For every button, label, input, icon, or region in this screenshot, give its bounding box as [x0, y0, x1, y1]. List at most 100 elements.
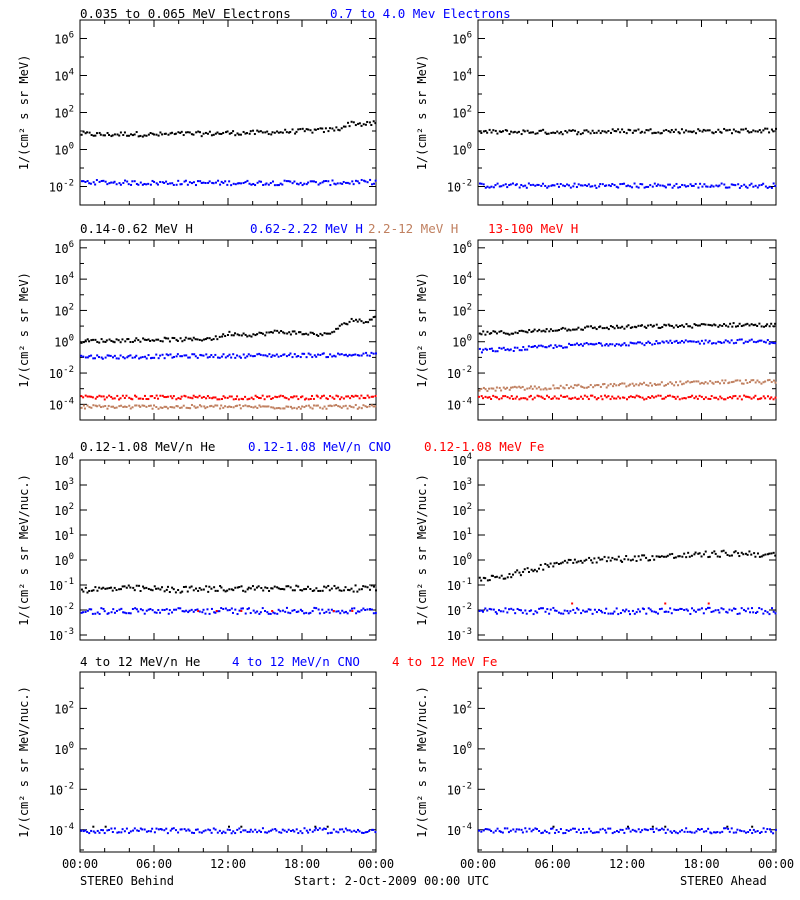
data-point: [230, 588, 233, 591]
data-point: [693, 553, 696, 556]
data-point: [277, 184, 280, 187]
data-point: [280, 354, 283, 357]
data-point: [270, 397, 273, 400]
data-point: [128, 404, 131, 407]
data-point: [516, 131, 519, 134]
data-point: [515, 386, 518, 389]
data-point: [653, 131, 656, 134]
data-point: [494, 184, 497, 187]
data-point: [598, 326, 601, 329]
data-point: [537, 395, 540, 398]
data-point: [364, 831, 367, 834]
data-point: [188, 181, 191, 184]
data-point: [270, 331, 273, 334]
data-point: [538, 386, 541, 389]
data-point: [242, 829, 245, 832]
data-point: [629, 559, 632, 562]
data-point: [323, 585, 326, 588]
data-point: [206, 406, 209, 409]
data-point: [533, 396, 536, 399]
data-point: [180, 183, 183, 186]
data-point: [552, 565, 555, 568]
data-point: [577, 183, 580, 186]
data-point: [551, 827, 554, 830]
data-point: [84, 586, 87, 589]
data-point: [131, 356, 134, 359]
data-point: [221, 335, 224, 338]
data-point: [366, 354, 369, 357]
data-point: [325, 356, 328, 359]
data-point: [550, 397, 553, 400]
data-point: [319, 182, 322, 185]
data-point: [671, 395, 674, 398]
data-point: [358, 830, 361, 833]
series-black: [552, 825, 754, 828]
data-point: [370, 395, 373, 398]
data-point: [748, 550, 751, 553]
data-point: [603, 327, 606, 330]
data-point: [232, 334, 235, 337]
data-point: [569, 558, 572, 561]
data-point: [352, 395, 355, 398]
data-point: [640, 130, 643, 133]
data-point: [103, 134, 106, 137]
data-point: [766, 127, 769, 130]
data-point: [130, 133, 133, 136]
data-point: [760, 830, 763, 833]
data-point: [222, 131, 225, 134]
data-point: [619, 183, 622, 186]
series-black: [478, 549, 777, 582]
data-point: [585, 386, 588, 389]
data-point: [506, 576, 509, 579]
data-point: [185, 131, 188, 134]
data-point: [165, 180, 168, 183]
data-point: [530, 346, 533, 349]
data-point: [742, 553, 745, 556]
y-tick-label: 102: [452, 105, 472, 121]
data-point: [303, 352, 306, 355]
data-point: [281, 131, 284, 134]
data-point: [91, 612, 94, 615]
data-point: [674, 397, 677, 400]
data-point: [147, 608, 150, 611]
data-point: [490, 398, 493, 401]
data-point: [645, 397, 648, 400]
data-point: [327, 180, 330, 183]
data-point: [264, 131, 267, 134]
data-point: [506, 396, 509, 399]
data-point: [490, 608, 493, 611]
data-point: [595, 398, 598, 401]
data-point: [585, 831, 588, 834]
data-point: [560, 394, 563, 397]
data-point: [151, 339, 154, 342]
data-point: [488, 332, 491, 335]
data-point: [264, 586, 267, 589]
data-point: [679, 324, 682, 327]
data-point: [690, 554, 693, 557]
data-point: [552, 347, 555, 350]
data-point: [742, 382, 745, 385]
y-axis-label: 1/(cm² s sr MeV): [17, 272, 31, 388]
data-point: [526, 398, 529, 401]
data-point: [347, 121, 350, 124]
data-point: [307, 404, 310, 407]
data-point: [353, 829, 356, 832]
data-point: [312, 180, 315, 183]
data-point: [527, 345, 530, 348]
data-point: [327, 332, 330, 335]
data-point: [540, 330, 543, 333]
data-point: [287, 398, 290, 401]
data-point: [520, 828, 523, 831]
data-point: [234, 398, 237, 401]
data-point: [131, 398, 134, 401]
data-point: [94, 338, 97, 341]
data-point: [502, 184, 505, 187]
data-point: [573, 558, 576, 561]
data-point: [177, 607, 180, 610]
data-point: [182, 134, 185, 137]
data-point: [524, 397, 527, 400]
data-point: [627, 825, 629, 828]
data-point: [623, 558, 626, 561]
data-point: [484, 577, 487, 580]
data-point: [166, 585, 169, 588]
